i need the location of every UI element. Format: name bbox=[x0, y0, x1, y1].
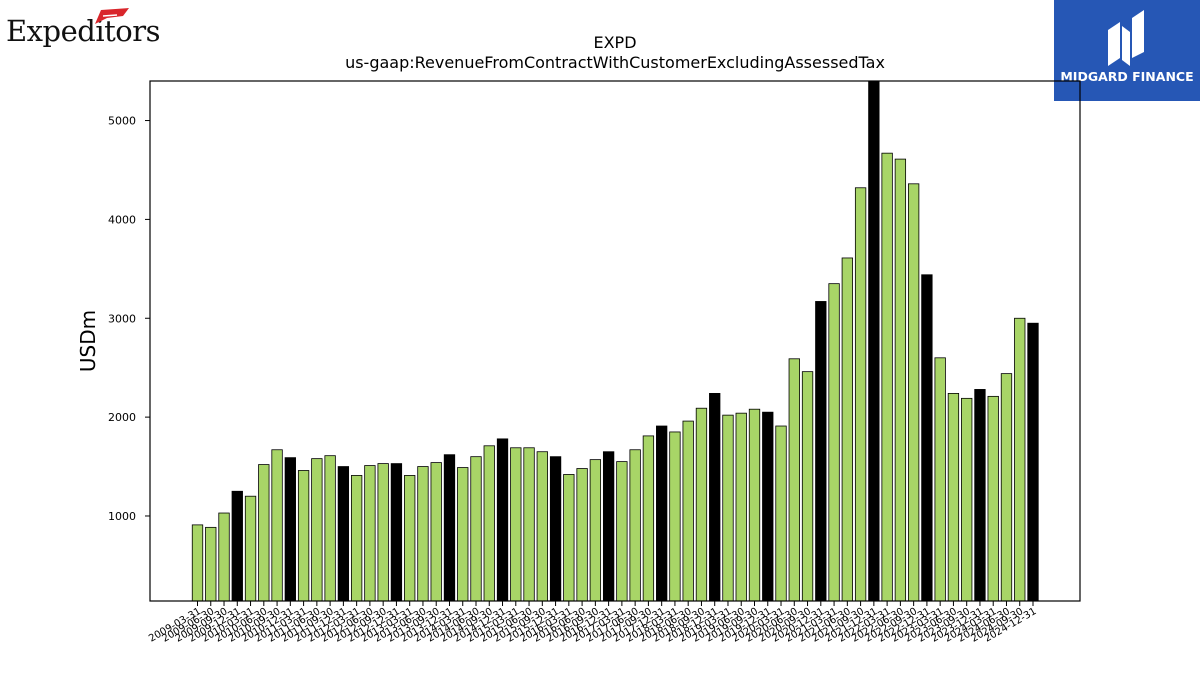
bar bbox=[722, 414, 734, 602]
bar bbox=[443, 454, 456, 602]
bar bbox=[496, 438, 509, 602]
bar bbox=[1000, 373, 1013, 602]
bar bbox=[695, 407, 708, 602]
bar bbox=[602, 451, 615, 602]
bar bbox=[205, 526, 217, 602]
bar bbox=[404, 475, 416, 602]
bar bbox=[523, 447, 535, 602]
bar bbox=[191, 524, 204, 602]
bar bbox=[483, 445, 495, 602]
bar bbox=[656, 425, 668, 602]
bar bbox=[735, 412, 747, 602]
bar bbox=[417, 466, 429, 602]
bar bbox=[563, 474, 575, 602]
bar bbox=[364, 465, 376, 602]
bar bbox=[801, 371, 814, 602]
bar bbox=[324, 455, 336, 602]
bar bbox=[682, 420, 694, 602]
bar bbox=[907, 183, 920, 602]
expeditors-logo-text: Expeditors bbox=[6, 14, 160, 48]
midgard-monogram-icon bbox=[1108, 10, 1144, 66]
bar bbox=[828, 283, 840, 602]
midgard-finance-wordmark: MIDGARD FINANCE bbox=[1060, 69, 1194, 84]
bar bbox=[947, 392, 960, 602]
bar bbox=[642, 435, 655, 602]
bar bbox=[536, 451, 548, 602]
plot-frame bbox=[149, 80, 1081, 602]
bar bbox=[377, 463, 389, 602]
bar bbox=[589, 459, 602, 602]
bar bbox=[271, 449, 283, 602]
bar bbox=[815, 301, 827, 602]
bar bbox=[974, 389, 986, 602]
bar bbox=[231, 490, 243, 602]
bar bbox=[311, 458, 323, 602]
bar bbox=[934, 357, 946, 602]
bar bbox=[748, 408, 761, 602]
y-tick-label: 3000 bbox=[108, 312, 136, 325]
y-tick-label: 5000 bbox=[108, 115, 136, 128]
bar bbox=[762, 411, 774, 602]
bar bbox=[218, 512, 230, 602]
bar bbox=[616, 461, 628, 602]
bar bbox=[854, 187, 867, 602]
bar bbox=[258, 464, 270, 602]
bar bbox=[961, 397, 973, 602]
bar bbox=[549, 456, 562, 602]
chart-subtitle: us-gaap:RevenueFromContractWithCustomerE… bbox=[345, 53, 885, 72]
bar bbox=[430, 462, 442, 602]
chart-title: EXPD bbox=[593, 33, 637, 52]
bar bbox=[1014, 317, 1026, 602]
bar bbox=[881, 152, 893, 602]
bar bbox=[987, 395, 999, 602]
bar bbox=[390, 463, 403, 602]
bar bbox=[788, 358, 800, 602]
bar bbox=[244, 495, 257, 602]
bar bbox=[841, 257, 853, 602]
bar bbox=[510, 447, 522, 602]
bar bbox=[669, 431, 681, 602]
bar bbox=[921, 274, 933, 602]
flag-icon bbox=[95, 8, 129, 24]
bar bbox=[1027, 322, 1039, 602]
y-axis-label: USDm bbox=[76, 310, 100, 372]
bar bbox=[775, 425, 787, 602]
bar bbox=[284, 457, 296, 602]
y-tick-label: 1000 bbox=[108, 510, 136, 523]
bar bbox=[297, 470, 310, 602]
y-tick-label: 2000 bbox=[108, 411, 136, 424]
y-tick-label: 4000 bbox=[108, 213, 136, 226]
midgard-finance-logo: MIDGARD FINANCE bbox=[1054, 0, 1200, 101]
bar bbox=[709, 392, 721, 602]
bar bbox=[868, 80, 880, 602]
bar bbox=[629, 449, 641, 602]
bar bbox=[470, 456, 482, 602]
expeditors-logo: Expeditors bbox=[4, 4, 164, 54]
bar bbox=[337, 466, 350, 602]
bar bbox=[894, 158, 907, 602]
bar bbox=[457, 467, 469, 602]
bar bbox=[576, 468, 588, 602]
bar bbox=[350, 475, 363, 602]
